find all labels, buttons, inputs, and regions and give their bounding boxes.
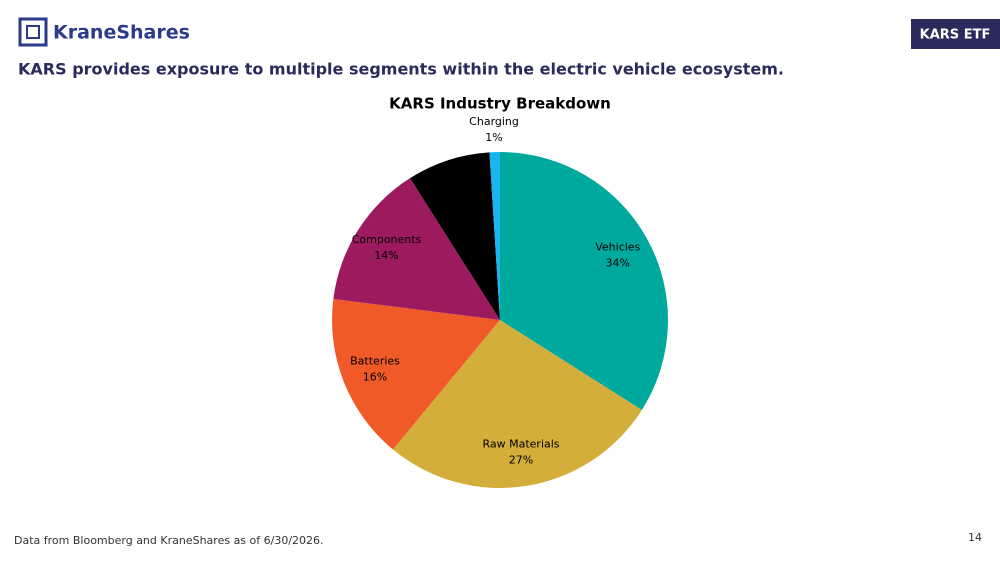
slice-value: 16%: [363, 370, 387, 383]
pie-slice: [333, 178, 500, 320]
page-number: 14: [968, 531, 982, 544]
slice-value: 27%: [509, 454, 533, 467]
logo-icon-inner: [26, 25, 40, 39]
pie-slice: [500, 152, 668, 411]
headline: KARS provides exposure to multiple segme…: [18, 60, 784, 79]
slice-label: Charging: [469, 115, 519, 128]
pie-slice: [489, 152, 500, 320]
logo-text: KraneShares: [53, 22, 190, 44]
slice-value: 34%: [606, 256, 630, 269]
logo-icon: [18, 17, 48, 47]
slice-value: 1%: [485, 131, 502, 144]
slice-label: Batteries: [350, 354, 400, 367]
slice-label: Autonomous: [424, 177, 494, 190]
slice-label: Vehicles: [595, 240, 640, 253]
slice-value: 8%: [450, 193, 467, 206]
slice-value: 14%: [374, 249, 398, 262]
badge: KARS ETF: [920, 28, 991, 43]
pie-slice: [409, 152, 500, 320]
slice-label: Components: [352, 233, 422, 246]
chart-title: KARS Industry Breakdown: [389, 95, 611, 113]
pie-slice: [392, 320, 642, 488]
badge-bg: [911, 19, 1000, 49]
pie-slice: [332, 298, 500, 450]
source-note: Data from Bloomberg and KraneShares as o…: [14, 534, 324, 547]
slice-label: Raw Materials: [482, 438, 559, 451]
